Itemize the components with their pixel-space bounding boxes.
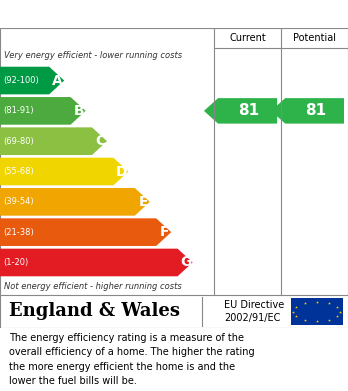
Text: 81: 81: [238, 103, 260, 118]
Text: A: A: [52, 74, 63, 88]
Text: (81-91): (81-91): [3, 106, 33, 115]
Text: (39-54): (39-54): [3, 197, 33, 206]
Text: Current: Current: [229, 33, 266, 43]
Polygon shape: [0, 249, 193, 276]
Text: E: E: [138, 195, 148, 209]
Text: Very energy efficient - lower running costs: Very energy efficient - lower running co…: [4, 51, 182, 60]
Text: EU Directive
2002/91/EC: EU Directive 2002/91/EC: [224, 300, 285, 323]
Text: The energy efficiency rating is a measure of the
overall efficiency of a home. T: The energy efficiency rating is a measur…: [9, 333, 254, 386]
Text: (1-20): (1-20): [3, 258, 28, 267]
Polygon shape: [0, 67, 64, 94]
Polygon shape: [271, 98, 344, 124]
Polygon shape: [0, 127, 107, 155]
Text: D: D: [116, 165, 127, 179]
Polygon shape: [204, 98, 277, 124]
Polygon shape: [0, 188, 150, 216]
Text: G: G: [180, 255, 191, 269]
Text: Energy Efficiency Rating: Energy Efficiency Rating: [9, 7, 219, 22]
Text: (21-38): (21-38): [3, 228, 33, 237]
Text: Potential: Potential: [293, 33, 336, 43]
Polygon shape: [0, 97, 86, 125]
Bar: [291, 298, 343, 325]
Text: C: C: [95, 134, 105, 148]
Text: (55-68): (55-68): [3, 167, 33, 176]
Polygon shape: [0, 218, 171, 246]
Text: (69-80): (69-80): [3, 137, 33, 146]
Text: F: F: [160, 225, 169, 239]
Text: B: B: [73, 104, 84, 118]
Text: England & Wales: England & Wales: [9, 303, 180, 321]
Text: (92-100): (92-100): [3, 76, 39, 85]
Text: Not energy efficient - higher running costs: Not energy efficient - higher running co…: [4, 282, 182, 291]
Polygon shape: [0, 158, 128, 185]
Text: 81: 81: [306, 103, 327, 118]
